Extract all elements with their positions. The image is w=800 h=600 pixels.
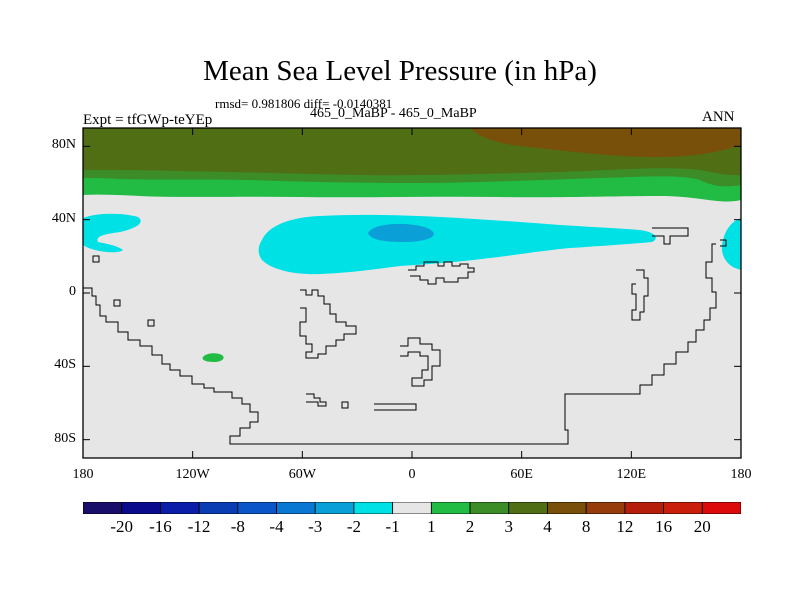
y-tick-label: 80N [51,137,76,153]
x-tick-label: 0 [408,467,416,482]
chart-subtitle: rmsd= 0.981806 diff= -0.0140381 [215,96,393,111]
colorbar-label: -3 [308,517,323,536]
colorbar-label: -16 [149,517,172,536]
coastline-small-island [306,393,327,407]
x-tick-label: 60E [510,467,533,482]
y-tick-label: 80S [54,430,76,446]
colorbar-label: -2 [346,517,362,536]
colorbar-swatch [392,502,432,514]
experiment-label: Expt = tfGWp-teYEp [83,112,213,128]
colorbar-label: -1 [385,517,400,536]
coastline-antarctic-fragment [400,337,441,387]
colorbar-swatch [469,502,510,514]
y-tick-label: 40S [54,357,76,373]
center-label: 465_0_MaBP - 465_0_MaBP [310,106,477,121]
colorbar-label: 2 [465,517,475,536]
coastline-asia [408,261,475,285]
x-tick-label: 120W [175,467,210,482]
coastline-australia [631,269,649,321]
colorbar-swatch [198,502,239,514]
x-tick-label: 120E [616,467,647,482]
field-region-neg-1-2-west [83,213,141,253]
field-region-pos-1-2-south-pacific [202,353,224,362]
colorbar-label: 4 [543,517,552,536]
island-4 [92,255,100,263]
y-tick-label: 40N [51,210,76,226]
colorbar-label: 1 [427,517,436,536]
colorbar-swatch [701,502,741,514]
colorbar-swatch [314,502,355,514]
colorbar-swatch [547,502,587,514]
island-1 [341,401,349,409]
coastline-americas [83,243,717,445]
colorbar-swatch [121,502,161,514]
season-label: ANN [702,109,735,125]
field-region-neg-1-2-main [258,214,656,275]
field-region-pos-4-8 [470,128,741,158]
axis-ticks [82,128,742,458]
continent-outlines [83,227,727,445]
colorbar-label: -20 [110,517,134,536]
field-region-neg-1-2-east [721,218,741,270]
colorbar-swatch [353,502,394,514]
colorbar-label: -12 [187,517,211,536]
colorbar-swatch [83,502,123,514]
island-2 [113,299,121,307]
x-tick-label: 180 [730,467,752,482]
colorbar-swatch [237,502,277,514]
colorbar-label: 12 [616,517,634,536]
chart-title: Mean Sea Level Pressure (in hPa) [203,55,597,87]
colorbar-label: 3 [504,517,514,536]
colorbar-swatch [160,502,200,514]
colorbar-label: 20 [693,517,711,536]
field-region-neg-2-3 [368,223,434,242]
island-3 [147,319,155,327]
colorbar-label: -4 [269,517,284,536]
y-tick-label: 0 [69,284,76,299]
x-tick-label: 180 [72,467,94,482]
colorbar-swatch [624,502,664,514]
colorbar-swatch [430,502,471,514]
coastline-south-atlantic [374,403,417,411]
colorbar-swatch [663,502,703,514]
x-tick-label: 60W [288,467,316,482]
colorbar-swatch [276,502,316,514]
colorbar-label: -8 [230,517,245,536]
colorbar-label: 8 [581,517,591,536]
colorbar-swatch [508,502,548,514]
colorbar-label: 16 [655,517,673,536]
colorbar [83,502,741,514]
coastline-japan [652,227,689,245]
coastline-africa [299,289,357,359]
coastline-pacific-island [720,239,727,247]
colorbar-swatch [585,502,626,514]
map-field [83,128,741,458]
